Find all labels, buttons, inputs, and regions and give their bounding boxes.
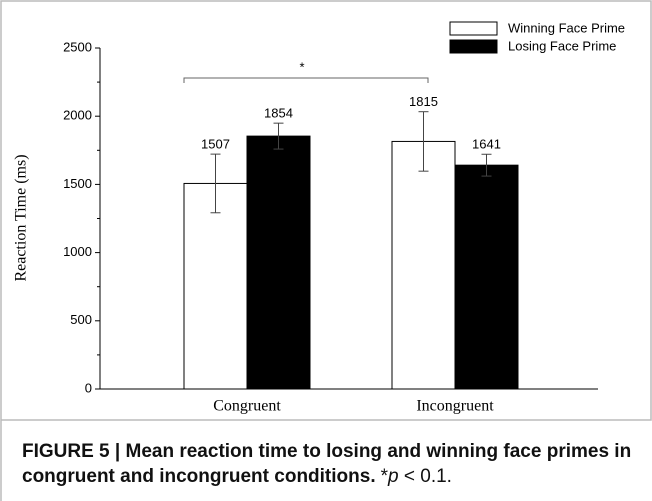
- error-bar: [481, 153, 492, 177]
- value-label: 1854: [264, 106, 293, 121]
- value-label: 1641: [472, 137, 501, 152]
- caption-bold: FIGURE 5 | Mean reaction time to losing …: [22, 441, 631, 462]
- caption-italic: p: [387, 466, 399, 487]
- y-tick-label: 1000: [63, 244, 92, 259]
- y-tick-label: 2500: [63, 39, 92, 54]
- error-bar: [210, 153, 221, 214]
- x-tick-label: Congruent: [213, 398, 281, 415]
- legend-swatch: [449, 39, 498, 54]
- bar: [391, 140, 456, 390]
- y-tick-label: 500: [70, 312, 92, 327]
- legend-label: Losing Face Prime: [508, 38, 616, 53]
- caption-line2: congruent and incongruent conditions. *p …: [22, 466, 452, 487]
- value-label: 1815: [409, 94, 438, 109]
- bar: [454, 164, 519, 390]
- bar: [183, 182, 248, 390]
- y-axis-title: Reaction Time (ms): [13, 154, 30, 281]
- annotation: *: [299, 59, 304, 74]
- caption-rest: < 0.1.: [399, 466, 452, 487]
- error-bar: [418, 111, 429, 172]
- legend-label: Winning Face Prime: [508, 20, 625, 35]
- bar: [246, 135, 311, 390]
- caption-star: *: [381, 466, 389, 487]
- significance-bracket: [183, 77, 429, 84]
- legend-swatch: [449, 21, 498, 36]
- caption-bold2: congruent and incongruent conditions.: [22, 466, 376, 487]
- y-tick-label: 1500: [63, 176, 92, 191]
- value-label: 1507: [201, 137, 230, 152]
- y-tick-label: 2000: [63, 108, 92, 123]
- x-tick-label: Incongruent: [416, 398, 494, 415]
- y-tick-label: 0: [85, 380, 92, 395]
- error-bar: [273, 122, 284, 150]
